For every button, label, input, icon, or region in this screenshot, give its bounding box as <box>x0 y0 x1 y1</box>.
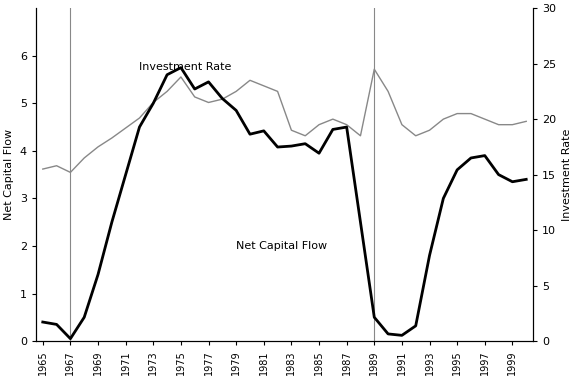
Text: Investment Rate: Investment Rate <box>139 63 232 72</box>
Text: Net Capital Flow: Net Capital Flow <box>236 241 327 251</box>
Y-axis label: Investment Rate: Investment Rate <box>562 128 572 221</box>
Y-axis label: Net Capital Flow: Net Capital Flow <box>4 129 14 220</box>
